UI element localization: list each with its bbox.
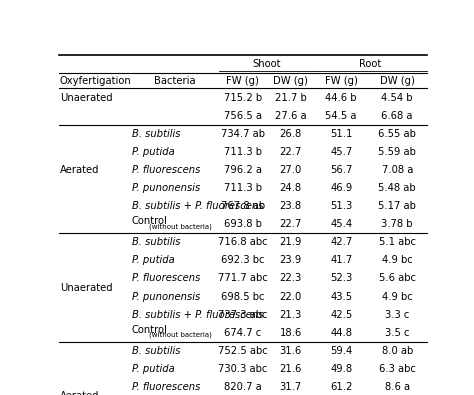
Text: 45.7: 45.7 [330, 147, 352, 157]
Text: 820.7 a: 820.7 a [224, 382, 262, 392]
Text: P. fluorescens: P. fluorescens [132, 273, 200, 284]
Text: DW (g): DW (g) [273, 75, 308, 86]
Text: 42.5: 42.5 [330, 310, 352, 320]
Text: 693.8 b: 693.8 b [224, 219, 262, 229]
Text: Aerated: Aerated [60, 391, 100, 395]
Text: 54.5 a: 54.5 a [326, 111, 357, 120]
Text: Aerated: Aerated [60, 165, 100, 175]
Text: B. subtilis + P. fluorescens: B. subtilis + P. fluorescens [132, 201, 263, 211]
Text: 26.8: 26.8 [280, 129, 302, 139]
Text: 5.48 ab: 5.48 ab [378, 183, 416, 193]
Text: 56.7: 56.7 [330, 165, 352, 175]
Text: 796.2 a: 796.2 a [224, 165, 262, 175]
Text: 18.6: 18.6 [280, 328, 302, 338]
Text: (without bacteria): (without bacteria) [148, 332, 211, 339]
Text: 7.08 a: 7.08 a [382, 165, 413, 175]
Text: 21.6: 21.6 [280, 364, 302, 374]
Text: 23.8: 23.8 [280, 201, 302, 211]
Text: 715.2 b: 715.2 b [224, 92, 262, 103]
Text: 22.7: 22.7 [280, 147, 302, 157]
Text: Unaerated: Unaerated [60, 92, 113, 103]
Text: Control: Control [132, 216, 167, 226]
Text: 737.3 abc: 737.3 abc [218, 310, 268, 320]
Text: B. subtilis: B. subtilis [132, 129, 180, 139]
Text: 21.3: 21.3 [280, 310, 302, 320]
Text: P. fluorescens: P. fluorescens [132, 165, 200, 175]
Text: 5.59 ab: 5.59 ab [378, 147, 416, 157]
Text: 752.5 abc: 752.5 abc [218, 346, 268, 356]
Text: 21.9: 21.9 [280, 237, 302, 247]
Text: 692.3 bc: 692.3 bc [221, 256, 264, 265]
Text: 730.3 abc: 730.3 abc [218, 364, 268, 374]
Text: 5.6 abc: 5.6 abc [379, 273, 416, 284]
Text: 31.6: 31.6 [280, 346, 302, 356]
Text: 51.3: 51.3 [330, 201, 352, 211]
Text: P. putida: P. putida [132, 364, 174, 374]
Text: P. fluorescens: P. fluorescens [132, 382, 200, 392]
Text: Unaerated: Unaerated [60, 282, 113, 293]
Text: 6.3 abc: 6.3 abc [379, 364, 416, 374]
Text: FW (g): FW (g) [325, 75, 357, 86]
Text: 734.7 ab: 734.7 ab [221, 129, 265, 139]
Text: (without bacteria): (without bacteria) [148, 223, 211, 230]
Text: Bacteria: Bacteria [154, 75, 196, 86]
Text: 22.0: 22.0 [280, 292, 302, 301]
Text: P. putida: P. putida [132, 256, 174, 265]
Text: 22.3: 22.3 [280, 273, 302, 284]
Text: 8.0 ab: 8.0 ab [382, 346, 413, 356]
Text: 52.3: 52.3 [330, 273, 352, 284]
Text: 716.8 abc: 716.8 abc [218, 237, 268, 247]
Text: Oxyfertigation: Oxyfertigation [59, 75, 131, 86]
Text: 27.0: 27.0 [280, 165, 302, 175]
Text: 61.2: 61.2 [330, 382, 352, 392]
Text: 51.1: 51.1 [330, 129, 352, 139]
Text: 59.4: 59.4 [330, 346, 352, 356]
Text: 756.5 a: 756.5 a [224, 111, 262, 120]
Text: B. subtilis: B. subtilis [132, 346, 180, 356]
Text: B. subtilis + P. fluorescens: B. subtilis + P. fluorescens [132, 310, 263, 320]
Text: 45.4: 45.4 [330, 219, 352, 229]
Text: 6.68 a: 6.68 a [382, 111, 413, 120]
Text: Control: Control [132, 325, 167, 335]
Text: 771.7 abc: 771.7 abc [218, 273, 268, 284]
Text: P. punonensis: P. punonensis [132, 292, 200, 301]
Text: 711.3 b: 711.3 b [224, 147, 262, 157]
Text: 44.6 b: 44.6 b [326, 92, 357, 103]
Text: 43.5: 43.5 [330, 292, 352, 301]
Text: DW (g): DW (g) [380, 75, 415, 86]
Text: 49.8: 49.8 [330, 364, 352, 374]
Text: 23.9: 23.9 [280, 256, 302, 265]
Text: 3.78 b: 3.78 b [382, 219, 413, 229]
Text: 44.8: 44.8 [330, 328, 352, 338]
Text: FW (g): FW (g) [227, 75, 259, 86]
Text: 41.7: 41.7 [330, 256, 352, 265]
Text: 674.7 c: 674.7 c [224, 328, 262, 338]
Text: Root: Root [359, 59, 382, 69]
Text: P. putida: P. putida [132, 147, 174, 157]
Text: Shoot: Shoot [253, 59, 281, 69]
Text: 4.9 bc: 4.9 bc [382, 292, 412, 301]
Text: 4.9 bc: 4.9 bc [382, 256, 412, 265]
Text: 42.7: 42.7 [330, 237, 352, 247]
Text: 5.1 abc: 5.1 abc [379, 237, 416, 247]
Text: 3.3 c: 3.3 c [385, 310, 410, 320]
Text: 4.54 b: 4.54 b [382, 92, 413, 103]
Text: 5.17 ab: 5.17 ab [378, 201, 416, 211]
Text: B. subtilis: B. subtilis [132, 237, 180, 247]
Text: 24.8: 24.8 [280, 183, 302, 193]
Text: 3.5 c: 3.5 c [385, 328, 410, 338]
Text: 6.55 ab: 6.55 ab [378, 129, 416, 139]
Text: 8.6 a: 8.6 a [384, 382, 410, 392]
Text: 46.9: 46.9 [330, 183, 352, 193]
Text: 27.6 a: 27.6 a [275, 111, 307, 120]
Text: 711.3 b: 711.3 b [224, 183, 262, 193]
Text: 22.7: 22.7 [280, 219, 302, 229]
Text: 31.7: 31.7 [280, 382, 302, 392]
Text: 767.8 ab: 767.8 ab [221, 201, 265, 211]
Text: 698.5 bc: 698.5 bc [221, 292, 264, 301]
Text: P. punonensis: P. punonensis [132, 183, 200, 193]
Text: 21.7 b: 21.7 b [275, 92, 307, 103]
